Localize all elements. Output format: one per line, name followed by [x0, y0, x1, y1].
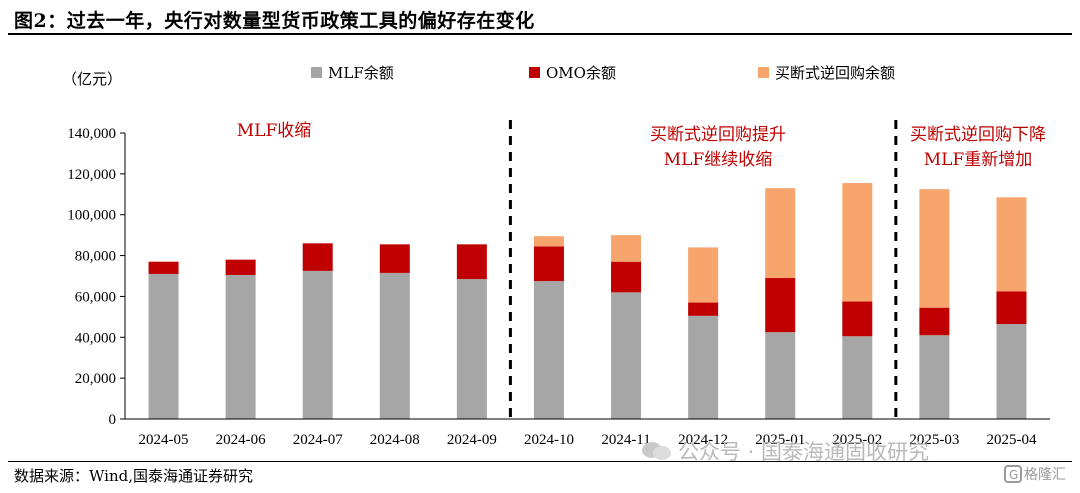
- bars: [148, 183, 1027, 419]
- x-tick-label: 2024-12: [678, 432, 728, 448]
- bar-segment: [765, 278, 796, 333]
- bar-segment: [688, 302, 719, 316]
- bar-segment: [919, 335, 950, 419]
- x-tick-label: 2024-09: [447, 432, 497, 448]
- bar-segment: [996, 291, 1027, 325]
- x-tick-label: 2024-10: [524, 432, 574, 448]
- y-tick-label: 0: [109, 412, 117, 428]
- x-tick-label: 2025-02: [832, 432, 882, 448]
- x-tick-label: 2025-04: [986, 432, 1036, 448]
- x-tick-label: 2024-07: [293, 432, 343, 448]
- svg-text:G: G: [1009, 468, 1018, 482]
- bar-segment: [225, 274, 256, 419]
- legend-label: MLF余额: [328, 64, 394, 82]
- y-tick-label: 80,000: [75, 249, 116, 265]
- chart-legend: MLF余额 OMO余额 买断式逆回购余额: [311, 64, 895, 82]
- bar-segment: [842, 336, 873, 419]
- bar-segment: [919, 189, 950, 308]
- bar-segment: [302, 243, 333, 271]
- bar-segment: [379, 244, 410, 273]
- bar-segment: [688, 315, 719, 419]
- y-tick-label: 60,000: [75, 289, 116, 305]
- bar-segment: [533, 236, 564, 247]
- bar-segment: [533, 246, 564, 282]
- bar-segment: [456, 279, 487, 419]
- y-unit-label: （亿元）: [62, 70, 122, 88]
- x-tick-label: 2024-08: [370, 432, 420, 448]
- bar-segment: [765, 332, 796, 419]
- figure-title: 图2：过去一年，央行对数量型货币政策工具的偏好存在变化: [14, 10, 535, 32]
- bar-segment: [611, 235, 642, 262]
- bar-segment: [842, 183, 873, 302]
- source-note: 数据来源：Wind,国泰海通证券研究: [14, 467, 253, 485]
- svg-text:格隆汇: 格隆汇: [1024, 467, 1066, 483]
- bar-segment: [996, 197, 1027, 292]
- bar-segment: [688, 247, 719, 303]
- annotation-text: 买断式逆回购提升: [650, 125, 786, 145]
- x-tick-label: 2025-01: [755, 432, 805, 448]
- y-tick-label: 40,000: [75, 330, 116, 346]
- bar-segment: [225, 259, 256, 275]
- bar-segment: [302, 270, 333, 419]
- annotations: MLF收缩 买断式逆回购提升 MLF继续收缩 买断式逆回购下降 MLF重新增加: [237, 121, 1046, 170]
- annotation-text: MLF收缩: [237, 121, 312, 141]
- y-tick-label: 100,000: [67, 208, 116, 224]
- watermark-text: 公众号 · 国泰海通固收研究: [678, 440, 930, 464]
- footer-rule: [8, 461, 1072, 462]
- x-tick-label: 2024-05: [139, 432, 189, 448]
- x-tick-label: 2024-11: [601, 432, 650, 448]
- annotation-text: 买断式逆回购下降: [910, 125, 1046, 145]
- bar-segment: [379, 272, 410, 419]
- bar-segment: [611, 261, 642, 293]
- bar-segment: [533, 281, 564, 419]
- bar-segment: [919, 307, 950, 336]
- bar-segment: [996, 324, 1027, 419]
- legend-swatch: [758, 67, 769, 78]
- bar-segment: [148, 273, 179, 419]
- bar-segment: [765, 188, 796, 279]
- legend-swatch: [311, 67, 322, 78]
- x-axis: 2024-05 2024-06 2024-07 2024-08 2024-09 2024-…: [125, 418, 1050, 448]
- annotation-text: MLF继续收缩: [664, 150, 773, 170]
- period-dividers: [508, 120, 898, 419]
- bar-segment: [611, 292, 642, 419]
- legend-label: OMO余额: [546, 64, 616, 82]
- y-tick-label: 140,000: [67, 126, 116, 142]
- title-rule: [8, 33, 1072, 35]
- bar-segment: [148, 261, 179, 274]
- x-tick-label: 2024-06: [216, 432, 266, 448]
- legend-swatch: [529, 67, 540, 78]
- y-tick-label: 120,000: [67, 167, 116, 183]
- y-tick-label: 20,000: [75, 371, 116, 387]
- wechat-icon: [642, 442, 671, 460]
- bar-segment: [456, 244, 487, 280]
- x-tick-label: 2025-03: [909, 432, 959, 448]
- bar-segment: [842, 301, 873, 337]
- annotation-text: MLF重新增加: [924, 150, 1033, 170]
- legend-label: 买断式逆回购余额: [775, 64, 895, 82]
- gelonghui-logo: G 格隆汇: [1004, 465, 1066, 483]
- y-axis: 0 20,000 40,000 60,000 80,000 100,000 120,000 1…: [62, 70, 126, 428]
